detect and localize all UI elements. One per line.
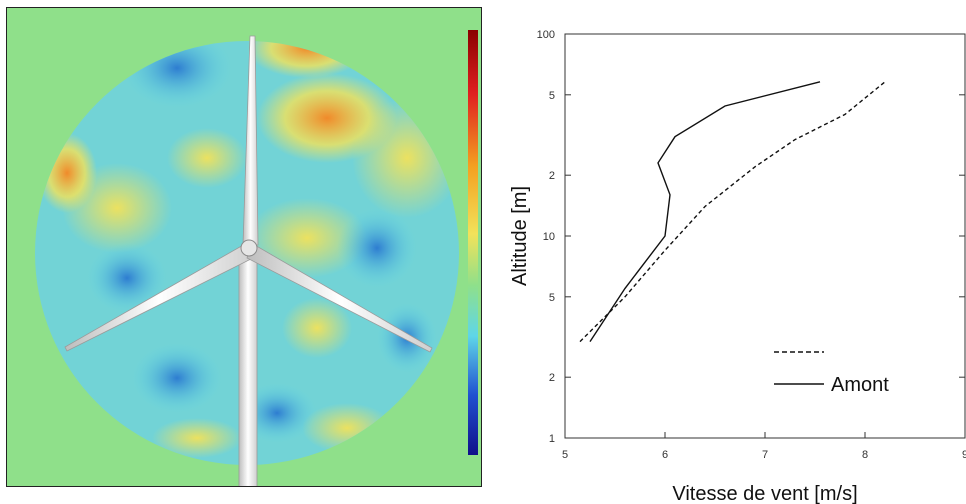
series-line-dashed: [579, 81, 886, 343]
y-tick-label: 5: [549, 292, 555, 304]
series-line-amont: [589, 81, 821, 342]
legend-label-amont: Amont: [831, 374, 889, 396]
x-axis: 5 6 7 8 9: [562, 432, 966, 461]
plot-area: [564, 33, 966, 439]
y-tick-label: 5: [549, 90, 555, 102]
legend: Amont: [774, 351, 889, 396]
y-tick-label: 2: [549, 372, 555, 384]
x-tick-label: 5: [562, 449, 568, 461]
y-axis-title: Altitude [m]: [509, 186, 531, 286]
y-axis: 100 5 2 10 5 2 1: [537, 29, 965, 445]
y-tick-label: 2: [549, 170, 555, 182]
wind-profile-chart: 5 6 7 8 9 100 5 2 10 5 2 1 Altitude [m] Vitesse de…: [509, 29, 966, 504]
x-tick-label: 8: [862, 449, 868, 461]
series-layer: [579, 81, 886, 343]
velocity-field-image: [6, 7, 482, 487]
y-tick-label: 100: [537, 29, 555, 41]
turbine-wake-map: [35, 35, 459, 486]
x-tick-label: 7: [762, 449, 768, 461]
x-tick-label: 6: [662, 449, 668, 461]
colorbar: [468, 30, 478, 455]
y-tick-label: 10: [543, 231, 555, 243]
x-axis-title: Vitesse de vent [m/s]: [672, 483, 857, 504]
rotor-disc: [35, 41, 459, 465]
x-tick-label: 9: [962, 449, 966, 461]
y-tick-label: 1: [549, 433, 555, 445]
wind-turbine-icon: [64, 35, 433, 486]
